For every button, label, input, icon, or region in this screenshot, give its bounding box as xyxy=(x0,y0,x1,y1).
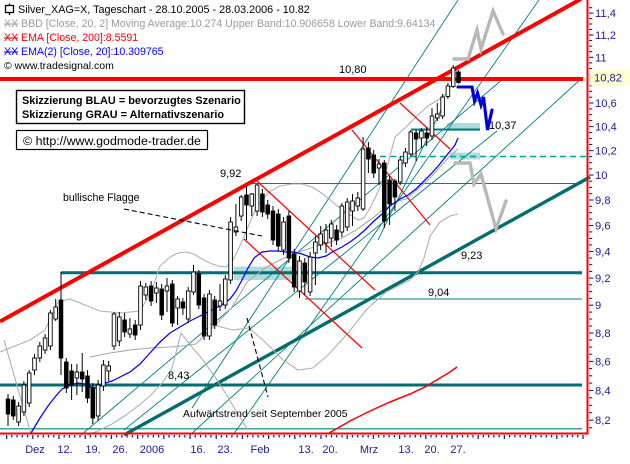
svg-text:8,2: 8,2 xyxy=(595,415,611,427)
svg-text:12.: 12. xyxy=(57,444,72,456)
svg-text:XX: XX xyxy=(4,32,18,44)
svg-text:© http://www.godmode-trader.de: © http://www.godmode-trader.de xyxy=(23,134,201,148)
svg-text:10,80: 10,80 xyxy=(339,64,367,76)
svg-text:11: 11 xyxy=(595,52,607,64)
svg-text:9,04: 9,04 xyxy=(428,287,449,299)
svg-text:10,82: 10,82 xyxy=(594,73,622,85)
svg-text:2006: 2006 xyxy=(140,444,164,456)
svg-text:8,43: 8,43 xyxy=(168,370,189,382)
svg-text:10,2: 10,2 xyxy=(595,146,617,158)
svg-text:19.: 19. xyxy=(85,444,100,456)
svg-text:9,2: 9,2 xyxy=(595,273,611,285)
svg-text:EMA(2) [Close, 20]:10.309765: EMA(2) [Close, 20]:10.309765 xyxy=(21,46,164,58)
svg-text:10,37: 10,37 xyxy=(489,120,517,132)
svg-text:20.: 20. xyxy=(322,444,337,456)
svg-text:16.: 16. xyxy=(190,444,205,456)
svg-text:8,8: 8,8 xyxy=(595,328,611,340)
svg-text:9,6: 9,6 xyxy=(595,221,611,233)
svg-text:26.: 26. xyxy=(112,444,127,456)
svg-text:11,4: 11,4 xyxy=(595,8,616,20)
svg-text:10,4: 10,4 xyxy=(595,122,617,134)
svg-text:Dez: Dez xyxy=(25,444,45,456)
svg-text:23.: 23. xyxy=(217,444,232,456)
svg-text:13.: 13. xyxy=(298,444,313,456)
svg-text:11,2: 11,2 xyxy=(595,30,616,42)
svg-text:Silver_XAG=X, Tageschart - 28.: Silver_XAG=X, Tageschart - 28.10.2005 - … xyxy=(18,4,310,16)
svg-text:BBD [Close, 20, 2] Moving Aver: BBD [Close, 20, 2] Moving Average:10.274… xyxy=(21,18,436,30)
svg-text:27.: 27. xyxy=(450,444,465,456)
svg-text:9,92: 9,92 xyxy=(220,168,241,180)
svg-text:9,4: 9,4 xyxy=(595,247,611,259)
svg-text:8,4: 8,4 xyxy=(595,386,611,398)
svg-text:Mrz: Mrz xyxy=(360,444,378,456)
svg-text:10: 10 xyxy=(595,170,607,182)
svg-text:© www.tradesignal.com: © www.tradesignal.com xyxy=(4,60,114,72)
svg-text:EMA [Close, 200]:8.5591: EMA [Close, 200]:8.5591 xyxy=(21,32,138,44)
svg-text:XX: XX xyxy=(4,46,18,58)
svg-text:9: 9 xyxy=(595,300,601,312)
svg-text:8,6: 8,6 xyxy=(595,356,611,368)
svg-text:Feb: Feb xyxy=(251,444,270,456)
svg-text:Aufwärtstrend seit September 2: Aufwärtstrend seit September 2005 xyxy=(183,408,348,420)
svg-text:Skizzierung BLAU = bevorzugtes: Skizzierung BLAU = bevorzugtes Szenario xyxy=(22,95,241,107)
svg-text:bullische Flagge: bullische Flagge xyxy=(63,192,140,204)
svg-text:XX: XX xyxy=(4,18,18,30)
svg-text:13.: 13. xyxy=(398,444,413,456)
svg-text:9,8: 9,8 xyxy=(595,195,611,207)
svg-text:Skizzierung GRAU = Alternativs: Skizzierung GRAU = Alternativszenario xyxy=(22,109,224,121)
svg-text:20.: 20. xyxy=(424,444,439,456)
svg-text:10,6: 10,6 xyxy=(595,98,617,110)
svg-text:9,23: 9,23 xyxy=(461,250,482,262)
